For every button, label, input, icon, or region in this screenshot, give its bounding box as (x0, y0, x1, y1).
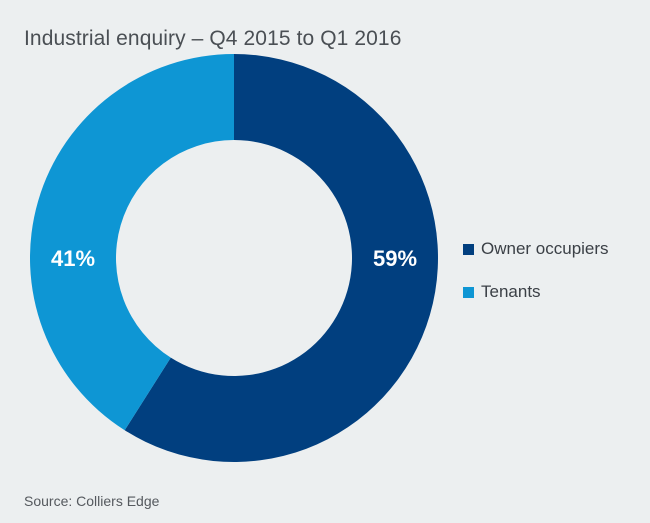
chart-title: Industrial enquiry – Q4 2015 to Q1 2016 (24, 27, 402, 50)
data-label-owner-occupiers: 59% (373, 246, 417, 271)
donut-chart: 59% 41% (30, 54, 439, 462)
legend-label-tenants: Tenants (481, 282, 541, 301)
donut-slices (30, 54, 439, 462)
donut-slice-owner-occupiers (124, 54, 439, 462)
legend-swatch-tenants (463, 286, 474, 298)
legend-item-owner-occupiers: Owner occupiers (463, 239, 609, 259)
source-note: Source: Colliers Edge (24, 493, 160, 509)
donut-slice-tenants (30, 54, 234, 431)
legend-item-tenants: Tenants (463, 282, 609, 302)
legend-swatch-owner-occupiers (463, 243, 474, 255)
donut-data-labels: 59% 41% (51, 246, 417, 271)
data-label-tenants: 41% (51, 246, 95, 271)
legend-label-owner-occupiers: Owner occupiers (481, 239, 609, 258)
legend: Owner occupiers Tenants (463, 239, 609, 325)
